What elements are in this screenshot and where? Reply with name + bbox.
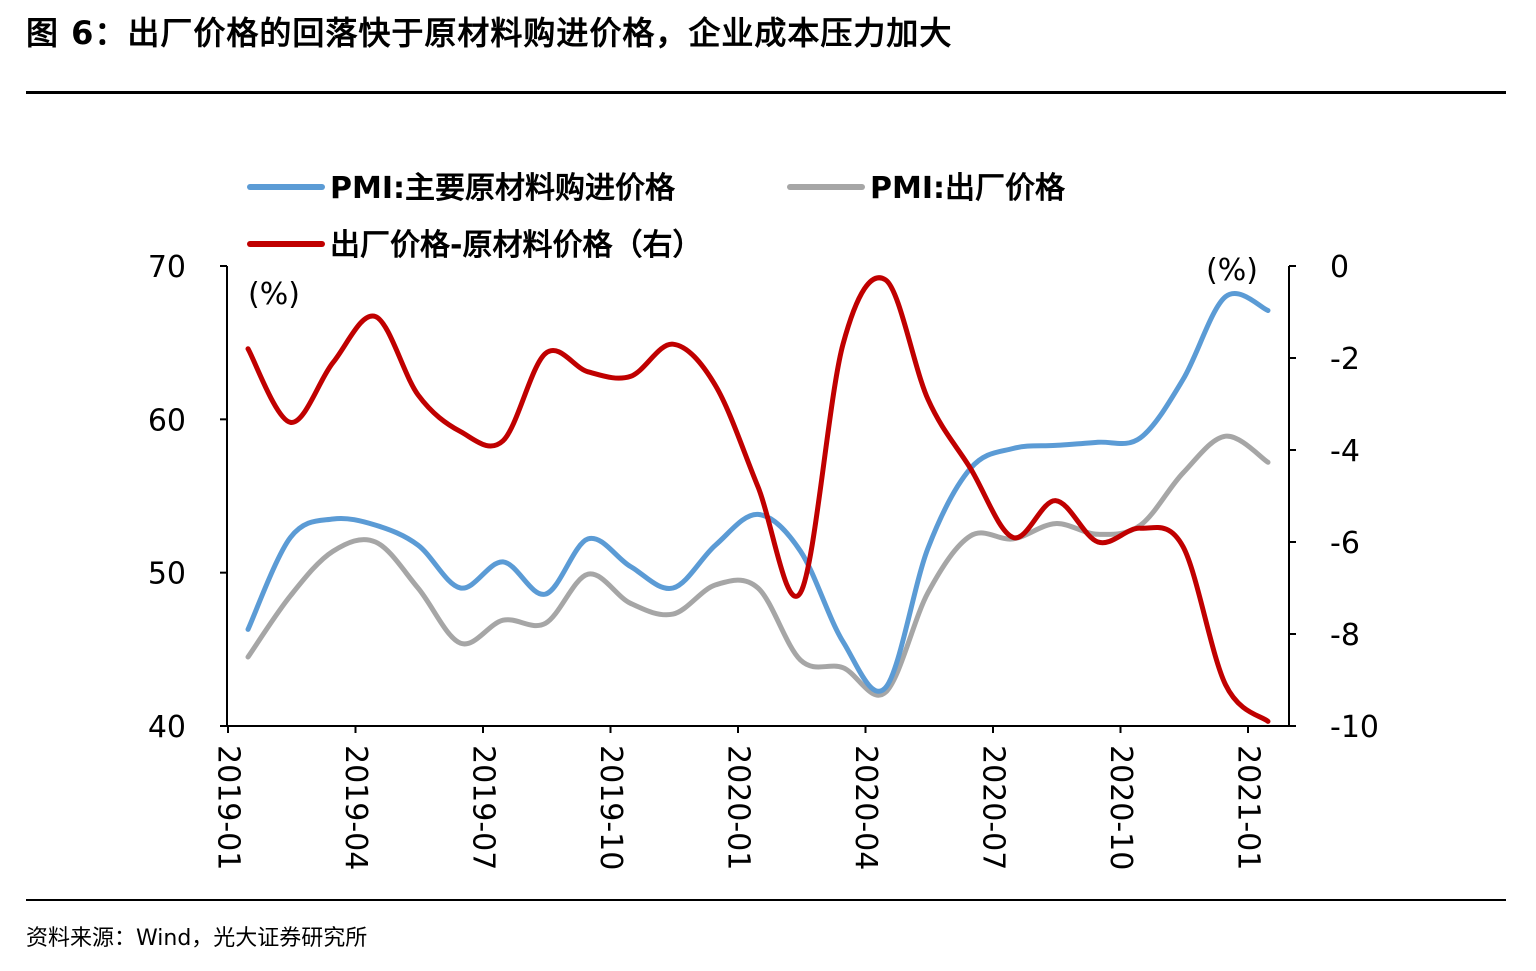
series-line-price-spread bbox=[245, 275, 1271, 724]
left-tick-label: 70 bbox=[148, 250, 186, 285]
x-tick-label: 2019-10 bbox=[593, 745, 628, 870]
x-tick-label: 2019-07 bbox=[466, 745, 501, 870]
x-tick-label: 2020-04 bbox=[848, 745, 883, 870]
left-axis-ticks: 40 50 60 70 bbox=[148, 250, 227, 745]
x-tick-label: 2020-01 bbox=[721, 745, 756, 870]
legend-label-purchase: PMI:主要原材料购进价格 bbox=[330, 171, 676, 206]
left-tick-label: 40 bbox=[148, 710, 186, 745]
right-axis-ticks: 0 -2 -4 -6 -8 -10 bbox=[1289, 250, 1379, 745]
right-tick-label: 0 bbox=[1330, 250, 1349, 285]
bottom-rule bbox=[26, 899, 1506, 901]
x-tick-label: 2020-07 bbox=[976, 745, 1011, 870]
legend-label-spread: 出厂价格-原材料价格（右） bbox=[330, 228, 702, 263]
left-tick-label: 60 bbox=[148, 403, 186, 438]
right-tick-label: -6 bbox=[1330, 526, 1360, 561]
figure-title: 图 6：出厂价格的回落快于原材料购进价格，企业成本压力加大 bbox=[26, 14, 953, 52]
chart: PMI:主要原材料购进价格 PMI:出厂价格 出厂价格-原材料价格（右） 40 5… bbox=[148, 171, 1379, 870]
top-rule bbox=[26, 91, 1506, 94]
left-unit-label: (%) bbox=[248, 277, 300, 312]
x-tick-label: 2019-01 bbox=[211, 745, 246, 870]
x-tick-label: 2019-04 bbox=[338, 745, 373, 870]
right-tick-label: -4 bbox=[1330, 434, 1360, 469]
left-tick-label: 50 bbox=[148, 557, 186, 592]
series-line-purchase-price bbox=[245, 291, 1271, 694]
legend: PMI:主要原材料购进价格 PMI:出厂价格 出厂价格-原材料价格（右） bbox=[247, 171, 1066, 263]
series-layer bbox=[245, 275, 1271, 724]
x-axis-ticks: 2019-01 2019-04 2019-07 2019-10 2020-01 2020-… bbox=[211, 726, 1266, 870]
right-tick-label: -2 bbox=[1330, 342, 1360, 377]
legend-label-output: PMI:出厂价格 bbox=[870, 171, 1066, 206]
axes bbox=[226, 266, 1290, 727]
right-tick-label: -8 bbox=[1330, 618, 1360, 653]
x-tick-label: 2020-10 bbox=[1103, 745, 1138, 870]
right-unit-label: (%) bbox=[1206, 253, 1258, 288]
right-tick-label: -10 bbox=[1330, 710, 1379, 745]
series-line-output-price bbox=[245, 433, 1271, 698]
source-note: 资料来源：Wind，光大证券研究所 bbox=[26, 926, 368, 951]
x-tick-label: 2021-01 bbox=[1231, 745, 1266, 870]
